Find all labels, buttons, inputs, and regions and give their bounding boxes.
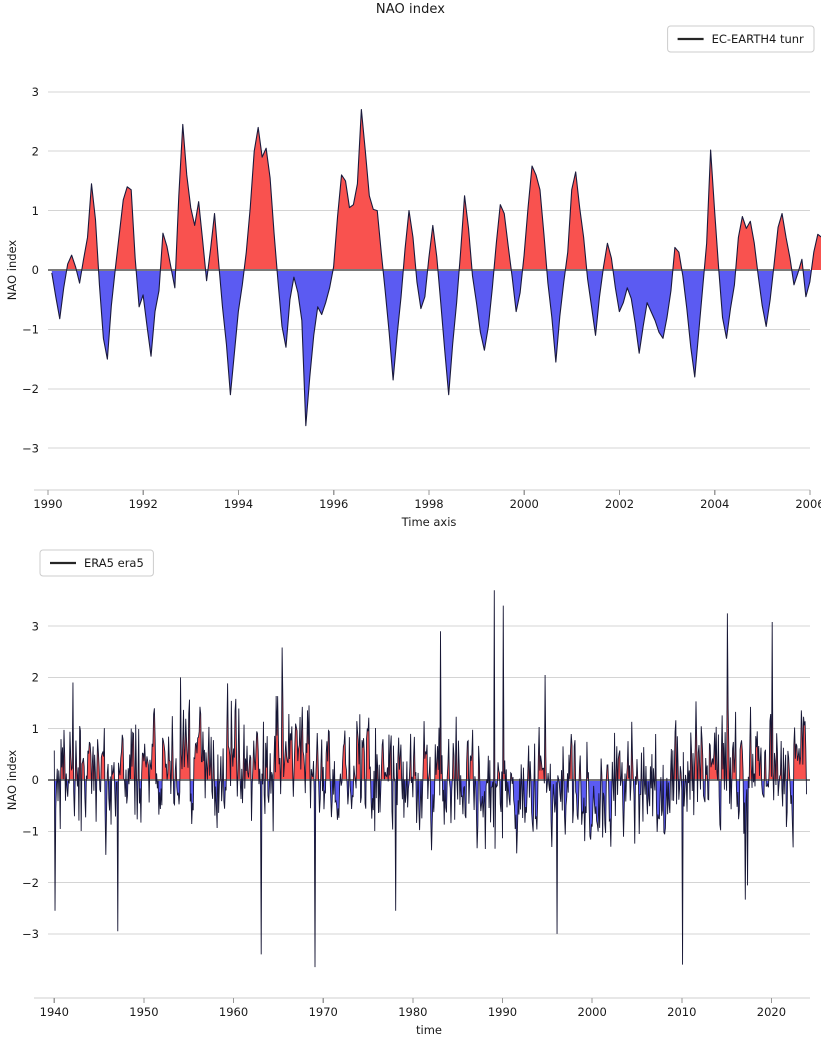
y-tick-label: −2	[22, 876, 39, 890]
y-tick-label: −2	[22, 382, 39, 396]
positive-area-fill	[66, 109, 821, 270]
chart-panel-bottom: −3 −2 −1 0 1 2 3 1940 1950 1960 1970 1980 1990 2000 20…	[0, 540, 821, 1058]
x-tick-label: 1960	[219, 1005, 248, 1019]
x-tick-label: 2002	[605, 497, 634, 511]
y-axis-label: NAO index	[5, 240, 19, 301]
x-tick-label: 2004	[700, 497, 729, 511]
x-tick-label: 2010	[667, 1005, 696, 1019]
series-line[interactable]	[53, 590, 808, 968]
y-tick-label: 1	[32, 722, 39, 736]
x-tick-label: 1990	[488, 1005, 517, 1019]
x-tick-label: 1950	[129, 1005, 158, 1019]
chart-svg-top: −3 −2 −1 0 1 2 3 1990 1992 1994 1996 1998 2000 2002 20…	[5, 25, 821, 528]
legend-box	[667, 25, 815, 53]
chart-panel-top: −3 −2 −1 0 1 2 3 1990 1992 1994 1996 1998 2000 2002 20…	[0, 18, 821, 528]
x-tick-label: 1998	[414, 497, 443, 511]
legend-label: ERA5 era5	[84, 556, 144, 570]
chart-svg-bottom: −3 −2 −1 0 1 2 3 1940 1950 1960 1970 1980 1990 2000 20…	[5, 549, 810, 1037]
y-tick-label: 2	[32, 144, 39, 158]
y-tick-label: 3	[32, 619, 39, 633]
y-tick-label: 3	[32, 85, 39, 99]
y-tick-label: 0	[32, 773, 39, 787]
figure-title: NAO index	[375, 2, 446, 17]
y-tick-label: −3	[22, 927, 39, 941]
y-tick-label: −3	[22, 441, 39, 455]
negative-area-fill	[51, 270, 812, 426]
x-axis-label: Time axis	[401, 515, 457, 528]
x-tick-label: 2000	[578, 1005, 607, 1019]
y-tick-label: 2	[32, 671, 39, 685]
x-axis-label: time	[416, 1023, 442, 1037]
y-tick-label: 1	[32, 204, 39, 218]
series-line[interactable]	[51, 109, 821, 427]
x-tick-label: 1990	[33, 497, 62, 511]
x-tick-label: 2020	[757, 1005, 786, 1019]
x-tick-label: 2006	[795, 497, 821, 511]
x-tick-label: 1996	[319, 497, 348, 511]
y-tick-label: −1	[22, 323, 39, 337]
positive-area-fill	[54, 590, 807, 780]
x-tick-label: 2000	[510, 497, 539, 511]
y-tick-label: 0	[32, 263, 39, 277]
legend[interactable]: ERA5 era5	[39, 549, 154, 577]
legend-label: EC-EARTH4 tunr	[712, 32, 804, 46]
y-axis-label: NAO index	[5, 750, 19, 811]
x-tick-label: 1992	[129, 497, 158, 511]
x-tick-label: 1994	[224, 497, 253, 511]
y-tick-label: −1	[22, 824, 39, 838]
legend-box	[39, 549, 154, 577]
x-tick-label: 1980	[398, 1005, 427, 1019]
x-tick-label: 1970	[309, 1005, 338, 1019]
x-tick-label: 1940	[40, 1005, 69, 1019]
legend[interactable]: EC-EARTH4 tunr	[667, 25, 815, 53]
